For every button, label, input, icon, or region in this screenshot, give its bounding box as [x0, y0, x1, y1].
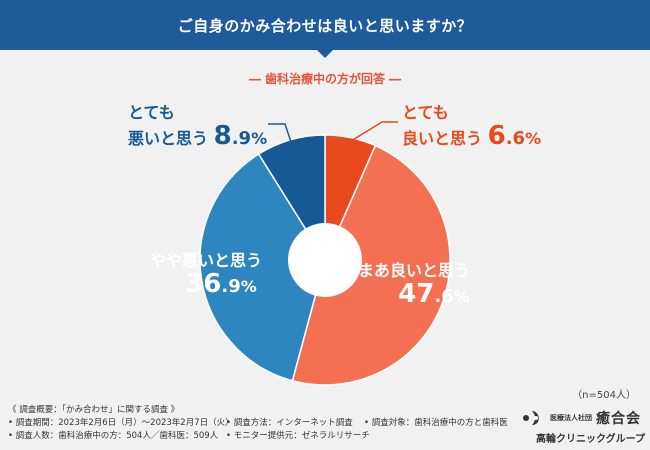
leader-line: [268, 123, 293, 144]
slice-value-unit: %: [453, 287, 470, 307]
pie-center-hole: [288, 223, 362, 297]
clinic-logo-brand: 癒合会: [596, 411, 641, 427]
slice-value-unit: %: [251, 129, 268, 149]
slice-label-fairly-good-name: まあ良いと思う: [358, 261, 471, 280]
slice-label-somewhat-bad: やや悪いと思う 36.9%: [150, 251, 263, 300]
slice-value-int: 47: [398, 279, 435, 310]
footer-row: • 調査人数：歯科治療中の方：504人／歯科医：509人 • モニター提供元：ゼ…: [8, 430, 508, 443]
chart-subtitle: ― 歯科治療中の方が回答 ―: [248, 72, 402, 86]
slice-label-very-bad: とても 悪いと思う 8.9%: [128, 103, 268, 152]
sample-size-note: （n=504人）: [572, 390, 636, 401]
slice-label-very-bad-name-1: とても: [128, 103, 175, 122]
slice-value-unit: %: [240, 277, 257, 297]
footer-provider: • モニター提供元：ゼネラルリサーチ: [226, 431, 370, 441]
slice-value-dec: .9: [221, 276, 241, 298]
survey-footer: 《 調査概要：「かみ合わせ」に関する調査 》 • 調査期間：2023年2月6日（…: [8, 404, 508, 443]
header-banner: ご自身のかみ合わせは良いと思いますか？: [0, 0, 650, 50]
slice-label-very-good-name-1: とても: [402, 103, 449, 122]
slice-label-very-good: とても 良いと思う 6.6%: [402, 103, 542, 152]
slice-label-somewhat-bad-name: やや悪いと思う: [150, 251, 263, 270]
footer-method: • 調査方法：インターネット調査: [226, 418, 353, 428]
slice-value-int: 6: [487, 121, 506, 152]
pie-slice-fairly-good: [291, 144, 451, 386]
footer-row: 《 調査概要：「かみ合わせ」に関する調査 》: [8, 404, 508, 417]
slice-value-dec: .9: [231, 128, 252, 150]
slice-value-int: 8: [213, 121, 232, 152]
slice-value-unit: %: [525, 129, 542, 149]
slice-value-int: 36: [185, 269, 222, 300]
header-notch: [317, 50, 333, 58]
clinic-logo-group: 高輪クリニックグループ: [536, 434, 645, 445]
footer-period: • 調査期間：2023年2月6日（月）～2023年2月7日（火）: [8, 418, 234, 428]
slice-value-dec: .6: [434, 286, 454, 308]
slice-label-fairly-good: まあ良いと思う 47.6%: [358, 261, 471, 310]
footer-count: • 調査人数：歯科治療中の方：504人／歯科医：509人: [8, 431, 219, 441]
clinic-logo-org: 医療法人社団: [550, 414, 592, 422]
footer-target: • 調査対象：歯科治療中の方と歯科医: [364, 418, 508, 428]
clinic-logo-icon: [523, 411, 539, 425]
chart-title: ご自身のかみ合わせは良いと思いますか？: [177, 16, 473, 35]
slice-label-very-bad-name-2: 悪いと思う: [128, 129, 209, 149]
leader-line: [349, 121, 398, 143]
footer-survey-title: 《 調査概要：「かみ合わせ」に関する調査 》: [8, 405, 180, 415]
clinic-logo: 医療法人社団 癒合会 高輪クリニックグループ: [520, 408, 645, 445]
slice-label-very-good-name-2: 良いと思う: [402, 129, 483, 149]
slice-value-dec: .6: [505, 128, 526, 150]
footer-row: • 調査期間：2023年2月6日（月）～2023年2月7日（火） • 調査方法：…: [8, 417, 508, 430]
